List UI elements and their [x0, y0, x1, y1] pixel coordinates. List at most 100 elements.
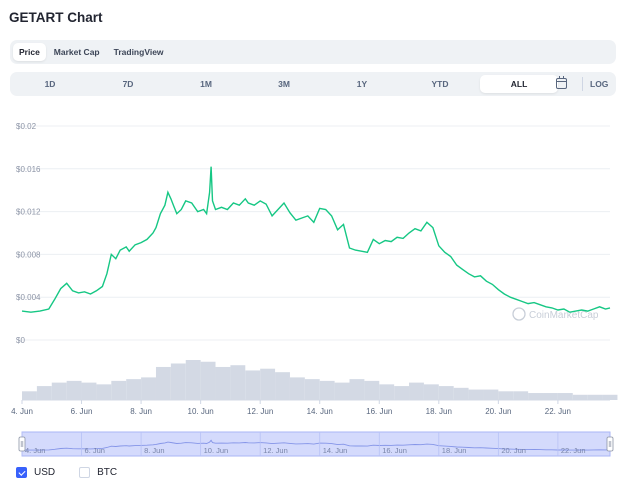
volume-bar — [513, 391, 529, 400]
x-tick-label: 4. Jun — [11, 407, 33, 416]
chart-grid — [16, 125, 610, 341]
time-range-bar: 1D 7D 1M 3M 1Y YTD ALL — [10, 72, 616, 96]
range-7d-button[interactable]: 7D — [122, 79, 134, 89]
x-tick-label: 18. Jun — [426, 407, 452, 416]
navigator-tick-label: 16. Jun — [382, 446, 407, 455]
range-3m-button[interactable]: 3M — [278, 79, 290, 89]
navigator-tick-label: 14. Jun — [323, 446, 348, 455]
chart-title: GETART Chart — [9, 10, 103, 25]
x-tick-label: 14. Jun — [307, 407, 333, 416]
navigator-tick-label: 20. Jun — [501, 446, 526, 455]
volume-bar — [572, 394, 588, 400]
navigator-right-handle — [606, 436, 614, 452]
chart-type-tabs: Price Market Cap TradingView — [10, 40, 616, 64]
range-1m-button[interactable]: 1M — [200, 79, 212, 89]
btc-checkbox[interactable] — [79, 467, 91, 478]
calendar-icon[interactable] — [556, 76, 567, 89]
volume-bar — [349, 379, 365, 400]
range-ytd-button[interactable]: YTD — [431, 79, 449, 89]
volume-bar — [185, 360, 201, 400]
volume-bar — [230, 365, 246, 400]
volume-bar — [334, 382, 350, 400]
range-1d-button[interactable]: 1D — [44, 79, 56, 89]
volume-bar — [66, 380, 82, 400]
volume-bar — [170, 363, 186, 400]
navigator-tick-label: 22. Jun — [561, 446, 586, 455]
volume-bar — [81, 382, 97, 400]
volume-bar — [319, 380, 335, 400]
volume-bar — [483, 389, 499, 400]
watermark-text: CoinMarketCap — [529, 310, 599, 321]
range-navigator: 4. Jun 6. Jun 8. Jun 10. Jun 12. Jun 14. Jun 1… — [18, 431, 614, 457]
usd-checkbox[interactable] — [16, 467, 27, 478]
volume-bar — [245, 370, 261, 400]
y-tick-label: $0.012 — [16, 208, 41, 217]
volume-bar — [289, 377, 305, 400]
volume-bar — [409, 382, 424, 400]
navigator-tick-label: 4. Jun — [25, 446, 45, 455]
volume-bars — [22, 360, 618, 401]
x-tick-label: 22. Jun — [545, 407, 571, 416]
y-tick-label: $0.016 — [16, 165, 41, 174]
volume-bar — [587, 394, 603, 400]
price-line — [21, 166, 611, 313]
volume-bar — [528, 393, 544, 400]
tab-market-cap[interactable]: Market Cap — [53, 47, 100, 57]
navigator-window — [21, 431, 611, 457]
volume-bar — [126, 379, 142, 400]
volume-bar — [141, 377, 156, 400]
currency-legend: USD BTC — [16, 467, 141, 478]
volume-bar — [111, 380, 127, 400]
y-tick-label: $0 — [16, 336, 25, 345]
x-tick-label: 16. Jun — [366, 407, 392, 416]
volume-bar — [155, 366, 171, 400]
volume-bar — [394, 386, 410, 400]
volume-bar — [36, 386, 52, 400]
volume-bar — [304, 379, 320, 400]
log-scale-button[interactable]: LOG — [590, 79, 609, 89]
watermark-icon — [512, 307, 526, 321]
x-tick-label: 6. Jun — [71, 407, 93, 416]
navigator-series — [22, 439, 611, 451]
volume-bar — [364, 380, 380, 400]
y-tick-label: $0.02 — [16, 122, 37, 131]
x-tick-label: 10. Jun — [188, 407, 214, 416]
volume-bar — [543, 393, 558, 400]
x-tick-label: 12. Jun — [247, 407, 273, 416]
tab-price[interactable]: Price — [13, 43, 46, 61]
range-all-button[interactable]: ALL — [480, 75, 558, 93]
volume-bar — [200, 361, 216, 400]
tab-tradingview[interactable]: TradingView — [113, 47, 164, 57]
volume-bar — [215, 366, 231, 400]
volume-bar — [453, 387, 469, 400]
volume-bar — [438, 386, 454, 400]
volume-bar — [379, 384, 395, 400]
volume-bar — [51, 382, 67, 400]
y-tick-label: $0.008 — [16, 250, 41, 259]
y-tick-label: $0.004 — [16, 293, 41, 302]
range-divider — [582, 77, 583, 91]
x-tick-label: 20. Jun — [485, 407, 511, 416]
navigator-left-handle — [18, 436, 26, 452]
navigator-tick-label: 6. Jun — [85, 446, 105, 455]
legend-usd-label: USD — [34, 467, 56, 478]
volume-bar — [557, 393, 573, 400]
price-chart[interactable]: $0.02 $0.016 $0.012 $0.008 $0.004 $0 CoinMark… — [0, 100, 640, 462]
watermark-logo: CoinMarketCap — [512, 307, 599, 321]
range-1y-button[interactable]: 1Y — [356, 79, 368, 89]
volume-bar — [275, 372, 290, 400]
volume-bar — [96, 384, 112, 400]
navigator-tick-label: 8. Jun — [144, 446, 164, 455]
legend-usd[interactable]: USD — [16, 467, 55, 478]
volume-bar — [468, 389, 484, 400]
x-tick-label: 8. Jun — [130, 407, 152, 416]
volume-bar — [602, 394, 618, 400]
y-axis-labels: $0.02 $0.016 $0.012 $0.008 $0.004 $0 — [16, 122, 41, 345]
volume-bar — [22, 391, 37, 400]
legend-btc[interactable]: BTC — [79, 467, 117, 478]
legend-btc-label: BTC — [97, 467, 118, 478]
navigator-tick-label: 12. Jun — [263, 446, 288, 455]
x-axis-labels: 4. Jun 6. Jun 8. Jun 10. Jun 12. Jun 14. Jun 1… — [11, 400, 571, 416]
volume-bar — [423, 384, 439, 400]
navigator-tick-label: 18. Jun — [442, 446, 467, 455]
